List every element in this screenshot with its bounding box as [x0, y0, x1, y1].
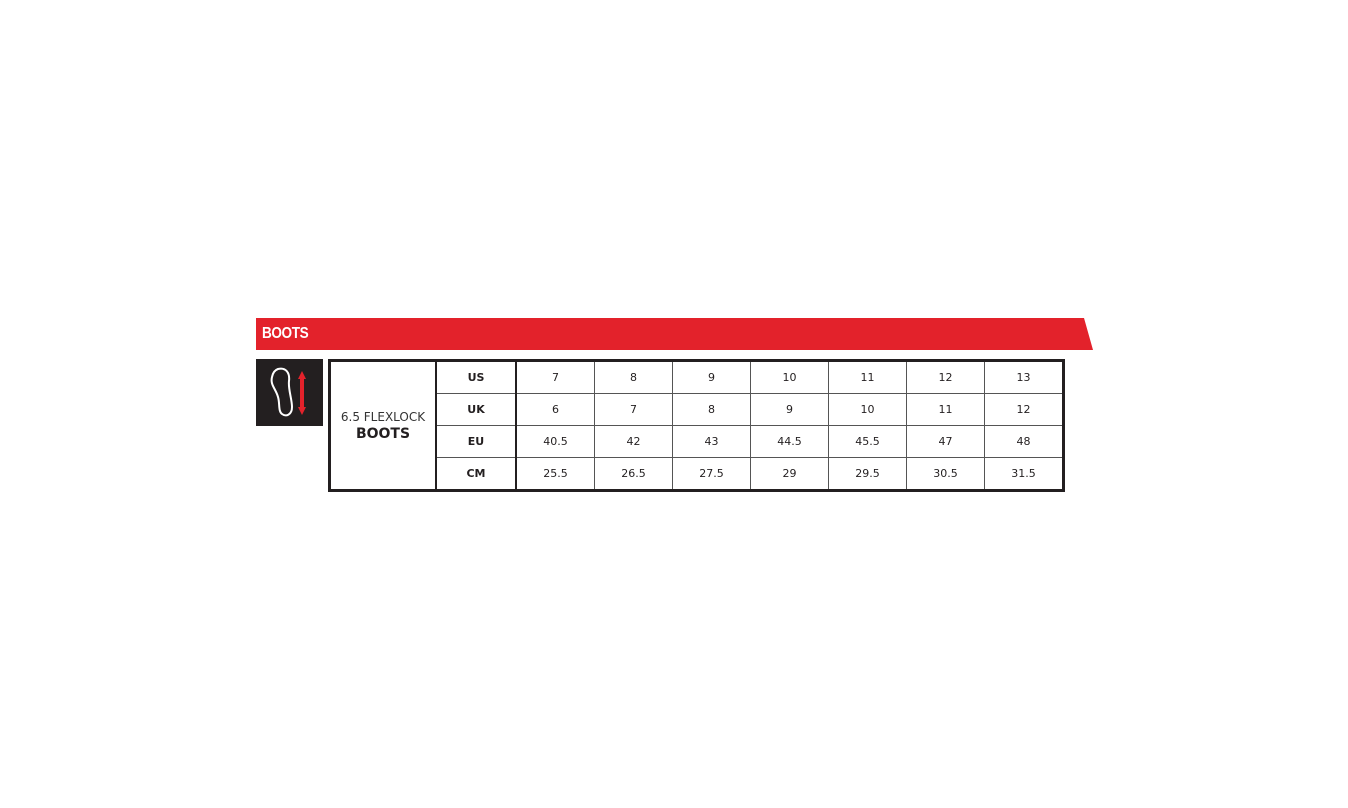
- product-model: 6.5 FLEXLOCK: [340, 409, 426, 424]
- table-row: CM 25.5 26.5 27.5 29 29.5 30.5 31.5: [330, 457, 1064, 491]
- size-value: 47: [906, 425, 985, 458]
- section-banner: BOOTS: [256, 318, 1093, 350]
- size-value: 29.5: [828, 457, 907, 491]
- size-system-label: EU: [435, 425, 517, 458]
- section-title: BOOTS: [262, 325, 309, 342]
- size-value: 40.5: [515, 425, 595, 458]
- size-value: 12: [906, 360, 985, 394]
- size-value: 27.5: [672, 457, 751, 491]
- table-row: UK 6 7 8 9 10 11 12: [330, 393, 1064, 426]
- size-value: 9: [750, 393, 829, 426]
- size-value: 26.5: [594, 457, 673, 491]
- size-value: 31.5: [984, 457, 1064, 491]
- table-row: EU 40.5 42 43 44.5 45.5 47 48: [330, 425, 1064, 458]
- size-value: 11: [828, 360, 907, 394]
- size-value: 9: [672, 360, 751, 394]
- size-value: 8: [594, 360, 673, 394]
- size-value: 13: [984, 360, 1064, 394]
- product-name-cell: 6.5 FLEXLOCK BOOTS: [329, 360, 437, 491]
- size-value: 6: [515, 393, 595, 426]
- size-chart-table: 6.5 FLEXLOCK BOOTS US 7 8 9 10 11 12 13 UK 6 7 8 9 10 11…: [328, 359, 1065, 492]
- size-value: 11: [906, 393, 985, 426]
- size-value: 7: [515, 360, 595, 394]
- size-system-label: US: [435, 360, 517, 394]
- foot-length-icon: [256, 359, 323, 426]
- size-value: 8: [672, 393, 751, 426]
- size-system-label: UK: [435, 393, 517, 426]
- size-value: 48: [984, 425, 1064, 458]
- size-value: 30.5: [906, 457, 985, 491]
- size-value: 43: [672, 425, 751, 458]
- size-value: 25.5: [515, 457, 595, 491]
- size-value: 42: [594, 425, 673, 458]
- size-value: 10: [828, 393, 907, 426]
- size-value: 44.5: [750, 425, 829, 458]
- size-value: 10: [750, 360, 829, 394]
- size-value: 29: [750, 457, 829, 491]
- size-system-label: CM: [435, 457, 517, 491]
- size-value: 12: [984, 393, 1064, 426]
- table-row: 6.5 FLEXLOCK BOOTS US 7 8 9 10 11 12 13: [329, 360, 1064, 491]
- size-value: 7: [594, 393, 673, 426]
- size-value: 45.5: [828, 425, 907, 458]
- product-type: BOOTS: [355, 425, 411, 442]
